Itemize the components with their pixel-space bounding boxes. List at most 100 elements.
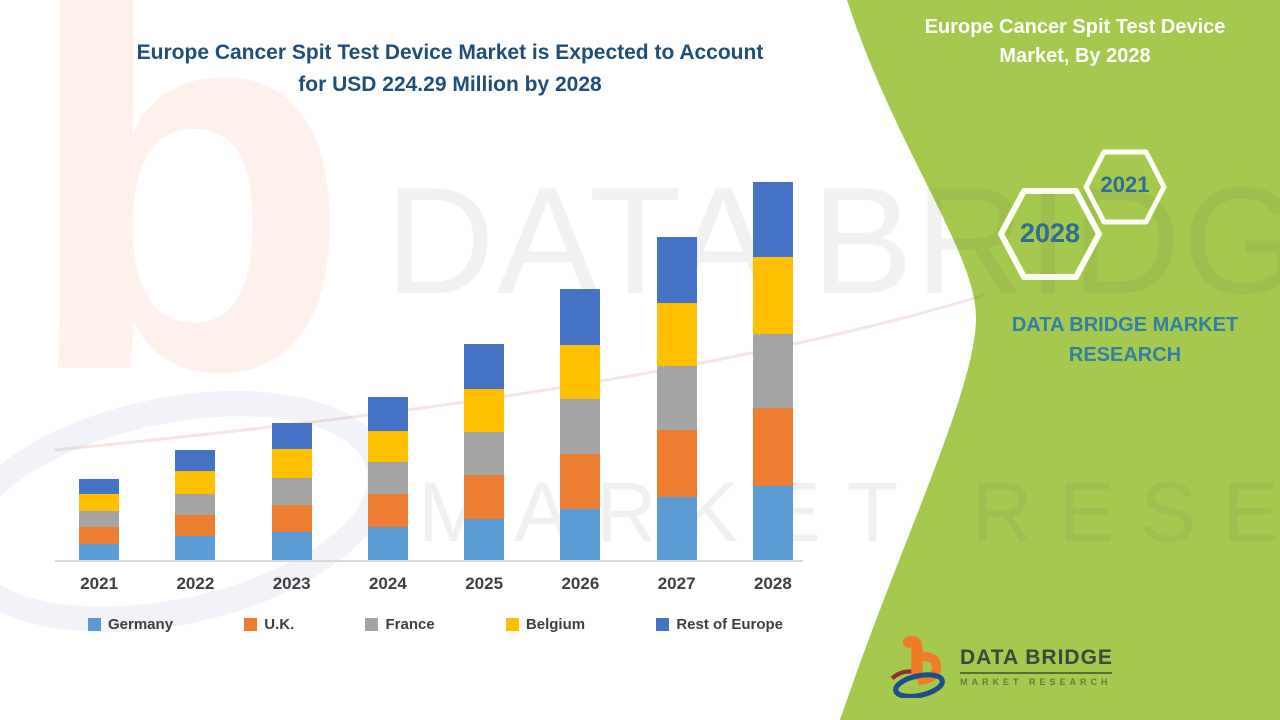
- bar-segment-2023-germany: [271, 531, 312, 560]
- bar-segment-2021-france: [79, 511, 120, 528]
- bar-segment-2022-france: [175, 493, 216, 515]
- legend-item-france: France: [365, 616, 435, 633]
- bar-segment-2023-u-k-: [271, 504, 312, 532]
- panel-title-line1: Europe Cancer Spit Test Device: [924, 16, 1226, 38]
- legend-label: U.K.: [264, 616, 295, 633]
- watermark-b-logo: b: [22, 0, 352, 483]
- bar-segment-2021-rest-of-europe: [79, 478, 120, 494]
- bar-stack-2027: [656, 237, 697, 560]
- panel-brand-line1: DATA BRIDGE MARKET: [1011, 314, 1239, 336]
- panel-title: Europe Cancer Spit Test Device Market, B…: [885, 13, 1265, 71]
- x-axis-labels: 2021 2022 2023 2024 2025 2026 2027 2028: [51, 574, 821, 594]
- bar-segment-2025-france: [464, 432, 505, 476]
- logo-name-text: DATA BRIDGE: [960, 645, 1113, 669]
- x-axis-label-2021: 2021: [80, 574, 119, 593]
- bar-column-2026: [532, 170, 628, 560]
- bar-stack-2021: [79, 478, 120, 560]
- bar-segment-2028-belgium: [752, 256, 793, 334]
- bar-segment-2022-germany: [175, 536, 216, 560]
- bar-segment-2026-germany: [560, 509, 601, 560]
- panel-title-line2: Market, By 2028: [999, 45, 1151, 67]
- logo-underline: [960, 671, 1112, 674]
- legend-swatch-icon: [88, 618, 101, 631]
- legend-swatch-icon: [505, 618, 519, 631]
- bar-segment-2021-u-k-: [79, 527, 120, 545]
- legend-label: France: [385, 616, 435, 633]
- footer-logo: DATA BRIDGE MARKET RESEARCH: [888, 634, 1113, 698]
- bar-segment-2023-belgium: [271, 449, 312, 478]
- legend-item-belgium: Belgium: [505, 616, 585, 633]
- bar-stack-2028: [752, 182, 793, 560]
- bar-stack-2024: [367, 396, 408, 560]
- legend-swatch-icon: [244, 618, 258, 631]
- logo-subtitle-text: MARKET RESEARCH: [960, 676, 1112, 687]
- x-axis-label-2026: 2026: [561, 574, 600, 593]
- x-axis-label-2025: 2025: [465, 574, 504, 593]
- bar-segment-2021-belgium: [79, 493, 120, 512]
- bar-column-2023: [244, 170, 340, 560]
- bar-segment-2025-germany: [464, 519, 505, 560]
- bar-segment-2023-rest-of-europe: [271, 422, 312, 450]
- bar-segment-2026-u-k-: [560, 454, 601, 510]
- chart-legend: Germany U.K. France Belgium Rest of Europe: [88, 616, 783, 633]
- bar-stack-2023: [271, 422, 312, 560]
- data-bridge-logo-icon: [890, 635, 945, 698]
- legend-label: Rest of Europe: [676, 616, 783, 633]
- legend-item-germany: Germany: [88, 616, 173, 633]
- hexagon-year-2028: 2028: [1019, 218, 1081, 248]
- bar-stack-2026: [560, 289, 601, 560]
- legend-item-rest-of-europe: Rest of Europe: [656, 616, 783, 633]
- bar-segment-2025-rest-of-europe: [464, 344, 505, 390]
- bar-segment-2027-france: [656, 366, 697, 430]
- x-axis-label-2022: 2022: [176, 574, 215, 593]
- legend-swatch-icon: [365, 618, 379, 631]
- bar-segment-2027-rest-of-europe: [656, 237, 697, 303]
- chart-title-line1: Europe Cancer Spit Test Device Market is…: [136, 41, 764, 64]
- bar-segment-2028-france: [752, 333, 793, 409]
- legend-label: Germany: [108, 616, 174, 633]
- x-axis-label-2028: 2028: [753, 574, 792, 593]
- chart-title: Europe Cancer Spit Test Device Market is…: [70, 37, 830, 101]
- panel-brand-line2: RESEARCH: [1068, 344, 1182, 366]
- x-axis-label-2027: 2027: [657, 574, 696, 593]
- legend-item-u-k-: U.K.: [244, 616, 294, 633]
- x-axis-line: [55, 560, 803, 562]
- x-axis-label-2024: 2024: [368, 574, 407, 593]
- bar-segment-2028-germany: [752, 485, 793, 560]
- bar-segment-2024-france: [367, 461, 408, 495]
- bar-column-2025: [436, 170, 532, 560]
- bar-column-2021: [51, 170, 147, 560]
- logo-text-block: DATA BRIDGE MARKET RESEARCH: [960, 646, 1113, 687]
- bar-column-2027: [629, 170, 725, 560]
- chart-title-line2: for USD 224.29 Million by 2028: [298, 73, 602, 96]
- bar-segment-2024-rest-of-europe: [367, 396, 408, 431]
- bar-segment-2026-belgium: [560, 345, 601, 399]
- bar-column-2024: [340, 170, 436, 560]
- bar-stack-2022: [175, 449, 216, 560]
- panel-brand-text: DATA BRIDGE MARKET RESEARCH: [955, 310, 1280, 370]
- bar-segment-2024-u-k-: [367, 494, 408, 527]
- legend-swatch-icon: [656, 618, 670, 631]
- bar-segment-2027-germany: [656, 496, 697, 560]
- bar-column-2022: [147, 170, 243, 560]
- x-axis-label-2023: 2023: [272, 574, 311, 593]
- bar-segment-2028-rest-of-europe: [752, 182, 793, 257]
- bar-segment-2027-u-k-: [656, 429, 697, 497]
- stacked-bar-chart: [51, 170, 821, 560]
- bar-stack-2025: [464, 344, 505, 560]
- bar-segment-2024-germany: [367, 527, 408, 560]
- bar-segment-2027-belgium: [656, 302, 697, 367]
- bar-segment-2024-belgium: [367, 430, 408, 462]
- bar-segment-2022-u-k-: [175, 514, 216, 537]
- bar-segment-2026-france: [560, 398, 601, 455]
- bar-segment-2021-germany: [79, 544, 120, 560]
- bar-segment-2023-france: [271, 477, 312, 505]
- bar-segment-2026-rest-of-europe: [560, 289, 601, 346]
- bar-segment-2025-belgium: [464, 389, 505, 433]
- bar-segment-2022-rest-of-europe: [175, 449, 216, 472]
- bar-segment-2025-u-k-: [464, 475, 505, 520]
- bar-column-2028: [725, 170, 821, 560]
- bar-segment-2028-u-k-: [752, 408, 793, 486]
